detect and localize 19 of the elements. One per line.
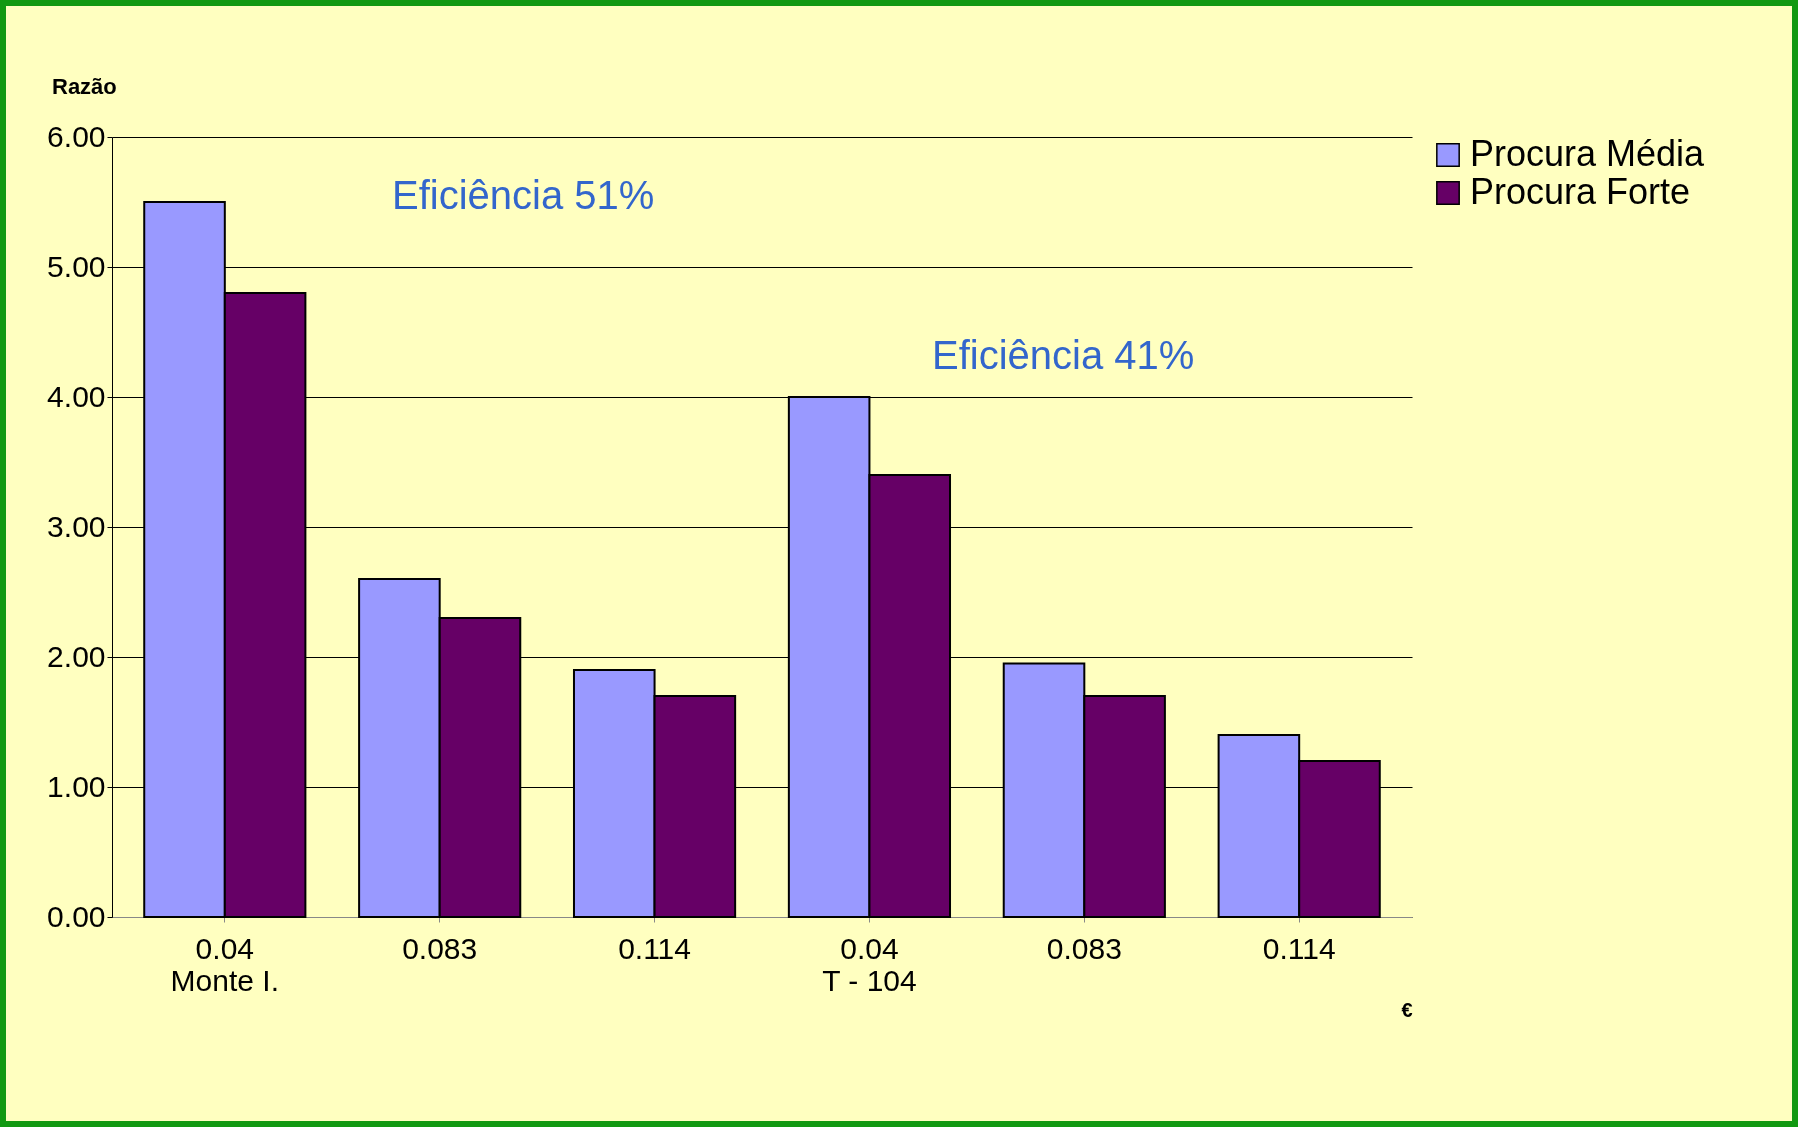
y-tick-label: 3.00 xyxy=(47,509,106,543)
y-tick-label: 2.00 xyxy=(47,639,106,673)
y-tick-label: 5.00 xyxy=(47,249,106,283)
y-tick-label: 1.00 xyxy=(47,769,106,803)
legend-label: Procura Forte xyxy=(1470,171,1691,212)
y-axis-title: Razão xyxy=(52,74,117,99)
x-tick-label: 0.04 T - 104 xyxy=(822,931,917,997)
y-tick-label: 0.00 xyxy=(47,899,106,933)
annotation: Eficiência 41% xyxy=(932,333,1195,377)
x-axis-title: € xyxy=(1401,998,1413,1021)
x-tick-label: 0.083 xyxy=(1046,931,1122,965)
x-tick-label: 0.083 xyxy=(402,931,478,965)
y-tick-label: 4.00 xyxy=(47,379,106,413)
annotation: Eficiência 51% xyxy=(392,173,655,217)
x-tick-label: 0.114 xyxy=(618,931,691,965)
x-tick-label: 0.04 Monte I. xyxy=(170,931,280,997)
x-tick-label: 0.114 xyxy=(1262,931,1336,965)
y-tick-label: 6.00 xyxy=(47,119,106,153)
legend-label: Procura Média xyxy=(1470,133,1706,174)
